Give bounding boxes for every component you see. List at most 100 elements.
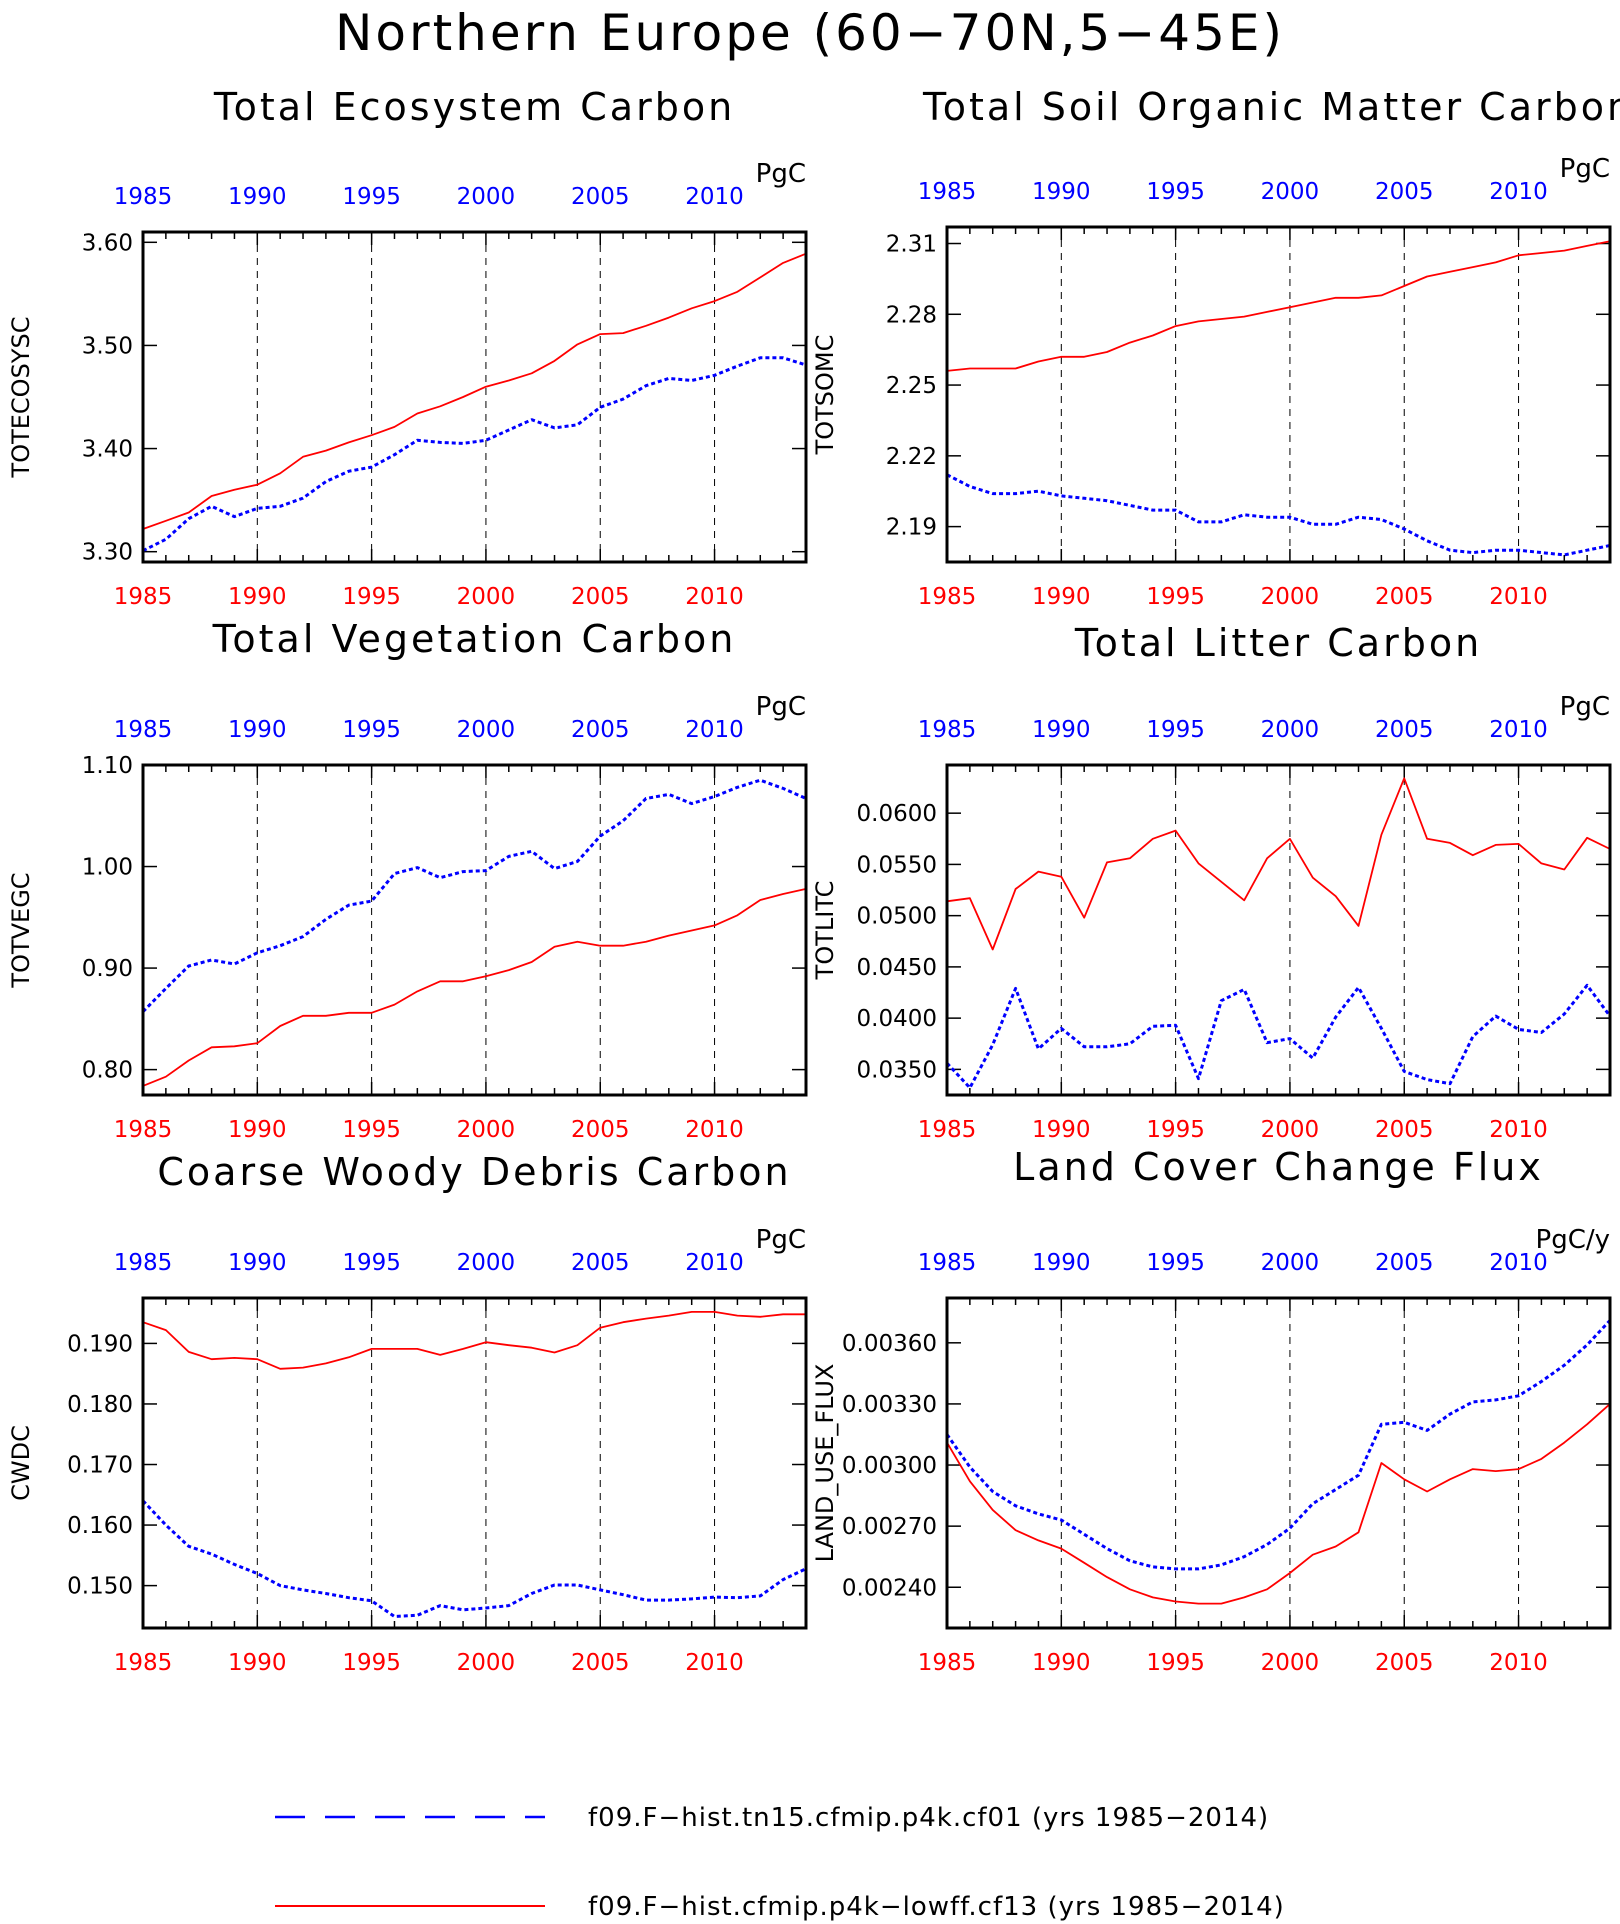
units-label: PgC <box>1560 692 1610 722</box>
x-tick-label: 2000 <box>457 584 516 610</box>
y-tick-label: 0.160 <box>67 1513 133 1539</box>
x-tick-label: 1985 <box>114 584 173 610</box>
legend-label-blue: f09.F−hist.tn15.cfmip.p4k.cf01 (yrs 1985… <box>588 1803 1269 1833</box>
chart-panel-2: Total Soil Organic Matter Carbon PgC TOTSO… <box>811 85 1620 610</box>
x-tick-label: 1990 <box>228 1650 287 1676</box>
x-tick-label-top: 2000 <box>1261 179 1320 205</box>
x-tick-label-top: 2005 <box>571 184 630 210</box>
series-line-blue <box>142 356 807 553</box>
x-tick-label: 1990 <box>1032 584 1091 610</box>
x-tick-label-top: 2010 <box>1489 1250 1548 1276</box>
y-tick-label: 0.150 <box>67 1574 133 1600</box>
x-tick-label-top: 2010 <box>1489 717 1548 743</box>
y-tick-label: 0.90 <box>82 956 133 982</box>
y-tick-label: 2.19 <box>886 515 937 541</box>
x-tick-label: 1990 <box>228 1117 287 1143</box>
units-label: PgC <box>756 1225 806 1255</box>
series-line-blue <box>946 473 1611 557</box>
plot-frame <box>945 763 1612 1097</box>
series-line-blue <box>945 1319 1612 1571</box>
y-tick-label: 1.00 <box>82 855 133 881</box>
plot-frame <box>945 1296 1612 1630</box>
y-tick-label: 0.00240 <box>842 1575 937 1601</box>
series-line-blue <box>945 983 1612 1090</box>
y-tick-label: 0.00300 <box>842 1453 937 1479</box>
x-tick-label: 2000 <box>1261 584 1320 610</box>
panels: Total Ecosystem Carbon PgC TOTECOSYSC 1985 1… <box>7 85 1620 1676</box>
x-tick-label-top: 1990 <box>1032 717 1091 743</box>
plot-frame <box>141 1296 808 1630</box>
x-tick-label: 2010 <box>1489 1117 1548 1143</box>
y-tick-label: 0.0550 <box>857 852 937 878</box>
y-axis-label: TOTVEGC <box>7 872 35 988</box>
x-tick-label: 2005 <box>571 584 630 610</box>
x-tick-label-top: 2000 <box>457 717 516 743</box>
units-label: PgC/y <box>1536 1225 1610 1255</box>
plot-frame <box>945 225 1612 564</box>
x-tick-label-top: 2005 <box>1375 179 1434 205</box>
y-tick-label: 3.60 <box>82 230 133 256</box>
series-line-red <box>142 888 807 1087</box>
units-label: PgC <box>756 692 806 722</box>
x-tick-label-top: 2005 <box>1375 1250 1434 1276</box>
y-tick-label: 1.10 <box>82 753 133 779</box>
plot-frame <box>141 763 808 1097</box>
x-tick-label: 1990 <box>228 584 287 610</box>
x-tick-label-top: 2000 <box>1261 1250 1320 1276</box>
x-tick-label-top: 1995 <box>342 717 401 743</box>
x-tick-label-top: 2000 <box>1261 717 1320 743</box>
y-tick-label: 0.00330 <box>842 1392 937 1418</box>
x-tick-label: 1985 <box>114 1117 173 1143</box>
x-tick-label-top: 1985 <box>114 717 173 743</box>
y-tick-label: 0.0600 <box>857 801 937 827</box>
x-tick-label: 1985 <box>114 1650 173 1676</box>
units-label: PgC <box>756 159 806 189</box>
chart-panel-6: Land Cover Change Flux PgC/y LAND_USE_FLUX… <box>811 1145 1612 1676</box>
x-tick-label-top: 1985 <box>918 1250 977 1276</box>
x-tick-label-top: 1985 <box>918 179 977 205</box>
y-axis-label: TOTLITC <box>811 881 839 981</box>
y-tick-label: 3.50 <box>82 333 133 359</box>
chart-title: Total Vegetation Carbon <box>212 617 737 661</box>
x-tick-label-top: 1995 <box>1146 1250 1205 1276</box>
series-line-red <box>946 1403 1611 1605</box>
x-tick-label: 2005 <box>1375 1650 1434 1676</box>
y-tick-label: 0.0450 <box>857 955 937 981</box>
legend-label-red: f09.F−hist.cfmip.p4k−lowff.cf13 (yrs 198… <box>588 1892 1285 1922</box>
y-tick-label: 0.0350 <box>857 1057 937 1083</box>
x-tick-label: 1995 <box>1146 1650 1205 1676</box>
units-label: PgC <box>1560 154 1610 184</box>
y-tick-label: 0.180 <box>67 1392 133 1418</box>
x-tick-label-top: 1990 <box>1032 1250 1091 1276</box>
chart-title: Total Litter Carbon <box>1074 621 1482 665</box>
series-line-red <box>142 252 807 530</box>
chart-panel-1: Total Ecosystem Carbon PgC TOTECOSYSC 1985 1… <box>7 85 808 610</box>
x-tick-label: 1995 <box>342 1650 401 1676</box>
chart-panel-4: Total Litter Carbon PgC TOTLITC 1985 1985 199… <box>811 621 1612 1143</box>
x-tick-label: 2000 <box>1261 1650 1320 1676</box>
x-tick-label-top: 2005 <box>1375 717 1434 743</box>
x-tick-label: 1995 <box>342 584 401 610</box>
y-tick-label: 3.30 <box>82 540 133 566</box>
x-tick-label-top: 2005 <box>571 717 630 743</box>
x-tick-label: 2010 <box>685 584 744 610</box>
x-tick-label: 1995 <box>1146 1117 1205 1143</box>
y-tick-label: 0.00270 <box>842 1514 937 1540</box>
series-line-blue <box>141 778 807 1013</box>
x-tick-label: 1985 <box>918 1117 977 1143</box>
x-tick-label-top: 1990 <box>228 717 287 743</box>
y-tick-label: 0.80 <box>82 1058 133 1084</box>
series-line-red <box>946 777 1611 951</box>
y-axis-label: TOTSOMC <box>811 335 839 456</box>
x-tick-label: 2010 <box>685 1117 744 1143</box>
legend: f09.F−hist.tn15.cfmip.p4k.cf01 (yrs 1985… <box>275 1803 1285 1922</box>
chart-title: Land Cover Change Flux <box>1013 1145 1544 1189</box>
x-tick-label-top: 1995 <box>342 1250 401 1276</box>
x-tick-label: 2000 <box>457 1117 516 1143</box>
plot-frame <box>141 230 808 564</box>
x-tick-label: 2005 <box>571 1650 630 1676</box>
x-tick-label-top: 1985 <box>918 717 977 743</box>
y-axis-label: CWDC <box>7 1425 35 1501</box>
x-tick-label: 1995 <box>342 1117 401 1143</box>
